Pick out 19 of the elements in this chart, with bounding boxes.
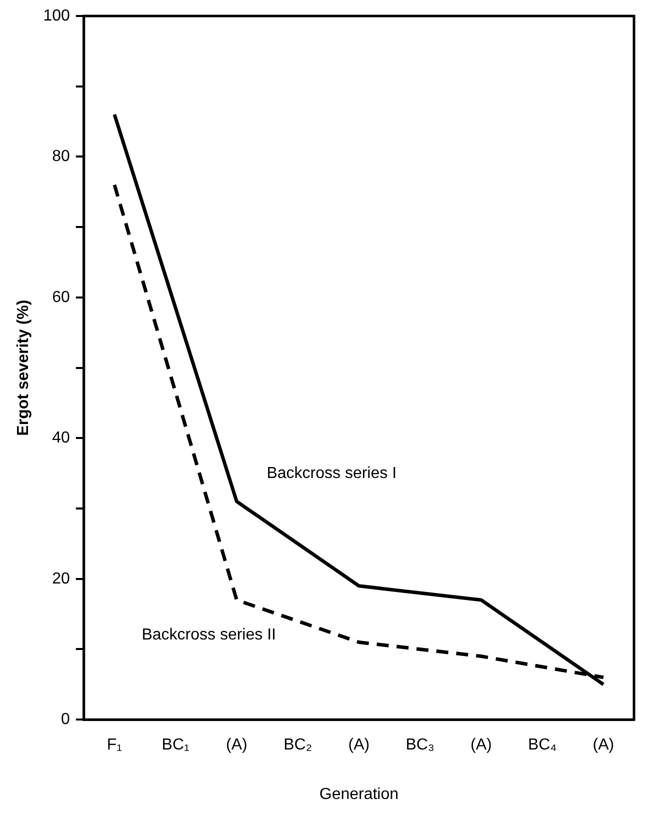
y-tick-label: 20 xyxy=(52,570,70,588)
x-tick-label: F₁ xyxy=(106,736,122,754)
x-tick-label: BC₂ xyxy=(284,736,312,754)
x-axis-title: Generation xyxy=(319,786,399,803)
y-tick-label: 0 xyxy=(60,711,70,728)
x-tick-label: (A) xyxy=(348,736,370,754)
y-axis-title: Ergot severity (%) xyxy=(15,300,32,436)
x-tick-label: (A) xyxy=(226,736,248,754)
x-tick-label: (A) xyxy=(592,736,614,754)
x-tick-label: BC₃ xyxy=(406,736,434,754)
y-tick-label: 80 xyxy=(52,148,70,166)
x-tick-label: BC₁ xyxy=(162,736,190,754)
x-tick-label: BC₄ xyxy=(528,736,557,754)
series-label: Backcross series II xyxy=(142,626,276,644)
text: Backcross series I xyxy=(266,464,397,482)
y-tick-label: 100 xyxy=(43,7,70,24)
y-tick-label: 40 xyxy=(52,430,70,447)
x-tick-label: (A) xyxy=(470,736,492,754)
y-tick-label: 60 xyxy=(52,288,70,306)
